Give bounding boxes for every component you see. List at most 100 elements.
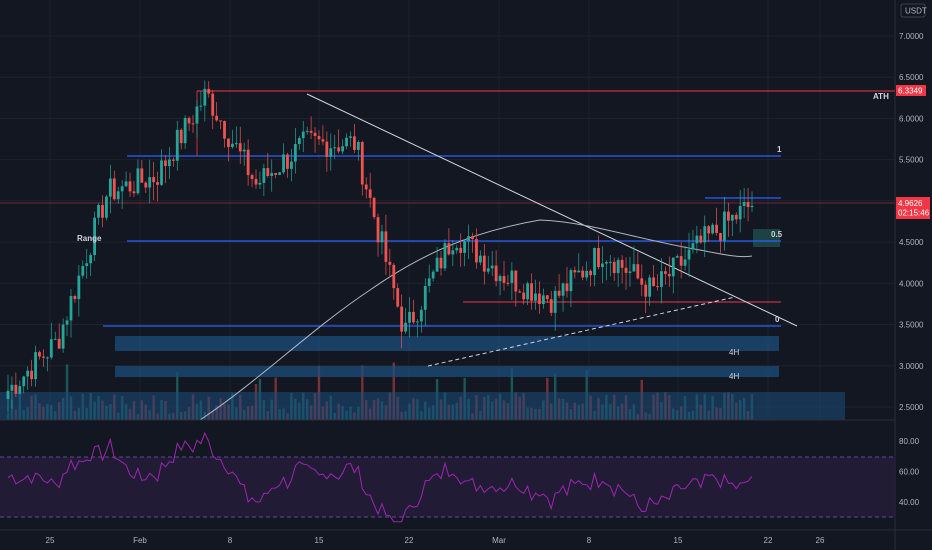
candle-body	[738, 205, 742, 220]
candle-body	[93, 217, 97, 256]
time-tick-label: 15	[674, 536, 683, 545]
candle-body	[675, 256, 679, 258]
candle-body	[561, 283, 565, 296]
candle-body	[124, 181, 128, 187]
ascending-trendline	[427, 296, 736, 367]
candle-body	[333, 147, 337, 149]
candle-body	[750, 205, 754, 208]
candle-body	[160, 160, 163, 185]
candle-body	[42, 356, 45, 358]
time-tick-label: 22	[405, 536, 414, 545]
candle-body	[498, 275, 502, 282]
price-tick-label: 4.0000	[899, 279, 924, 288]
candle-body	[246, 149, 250, 176]
candle-body	[427, 278, 431, 286]
price-tick-label: 5.5000	[899, 156, 924, 165]
candle-body	[522, 292, 526, 300]
candle-body	[164, 160, 167, 167]
candle-body	[451, 250, 455, 255]
price-tick-label: 6.0000	[899, 114, 924, 123]
candle-body	[128, 181, 132, 192]
candle-body	[400, 306, 404, 332]
countdown-value: 02:15:46	[898, 209, 930, 218]
rsi-axis[interactable]: 80.00 60.00 40.00	[899, 437, 920, 507]
candle-body	[593, 247, 596, 276]
candle-body	[30, 370, 34, 380]
current-price-value: 4.9626	[898, 199, 923, 208]
candle-body	[353, 136, 356, 150]
currency-label: USDT	[905, 7, 927, 16]
candle-body	[683, 259, 687, 266]
candle-body	[734, 214, 738, 220]
candle-body	[443, 243, 447, 269]
candle-body	[435, 257, 439, 272]
candle-body	[510, 270, 514, 283]
candle-body	[132, 191, 136, 194]
candle-body	[345, 137, 348, 147]
candle-body	[723, 211, 726, 241]
candle-body	[360, 142, 364, 185]
candle-body	[105, 196, 108, 218]
candle-body	[652, 277, 655, 287]
candle-body	[262, 168, 266, 183]
candle-body	[175, 129, 179, 161]
candle-body	[26, 370, 30, 377]
candle-body	[183, 117, 187, 144]
candle-body	[557, 290, 561, 296]
zone-label-upper: 4H	[729, 348, 739, 357]
candle-body	[715, 224, 718, 233]
candle-body	[518, 291, 522, 293]
candle-body	[478, 255, 482, 263]
candle-body	[89, 255, 93, 264]
candle-body	[624, 267, 628, 273]
candle-body	[85, 263, 89, 267]
demand-zones	[0, 229, 845, 420]
candle-body	[187, 117, 191, 124]
candle-body	[471, 236, 474, 240]
candle-body	[459, 247, 463, 253]
candle-body	[305, 130, 309, 132]
candle-body	[274, 173, 278, 175]
candle-body	[415, 321, 419, 323]
zone-4h-lower	[115, 366, 779, 377]
candle-body	[45, 357, 49, 359]
candle-body	[250, 175, 254, 179]
candle-body	[628, 271, 632, 273]
time-axis[interactable]: 25 Feb 8 15 22 Mar 8 15 22 26	[46, 536, 825, 545]
candle-body	[167, 159, 171, 167]
candle-body	[120, 186, 124, 192]
candle-body	[258, 182, 262, 185]
candle-body	[10, 384, 14, 391]
currency-badge[interactable]: USDT	[900, 3, 927, 18]
candle-body	[636, 264, 640, 279]
candle-body	[545, 295, 549, 300]
price-tick-label: 3.0000	[899, 362, 924, 371]
candle-body	[293, 143, 297, 162]
candle-body	[61, 324, 65, 349]
candle-body	[439, 257, 443, 269]
candle-body	[364, 184, 368, 190]
candle-body	[553, 290, 557, 313]
candle-body	[97, 204, 100, 218]
ath-price-tag: 6.3349	[896, 85, 926, 96]
time-tick-label: 22	[764, 536, 773, 545]
candle-body	[486, 268, 490, 272]
candle-body	[297, 138, 301, 144]
candle-body	[341, 146, 345, 152]
candle-body	[467, 236, 470, 242]
candle-body	[22, 376, 26, 387]
candlesticks	[6, 80, 754, 413]
rsi-pane	[0, 431, 895, 523]
candle-body	[349, 136, 352, 138]
candle-body	[191, 123, 195, 125]
candle-body	[608, 261, 612, 263]
candle-body	[203, 88, 207, 106]
candle-body	[309, 130, 313, 133]
candle-body	[648, 277, 652, 297]
candle-body	[81, 266, 85, 276]
candle-body	[211, 93, 215, 116]
candle-body	[372, 197, 376, 218]
candle-body	[695, 235, 699, 244]
candle-body	[581, 270, 585, 278]
